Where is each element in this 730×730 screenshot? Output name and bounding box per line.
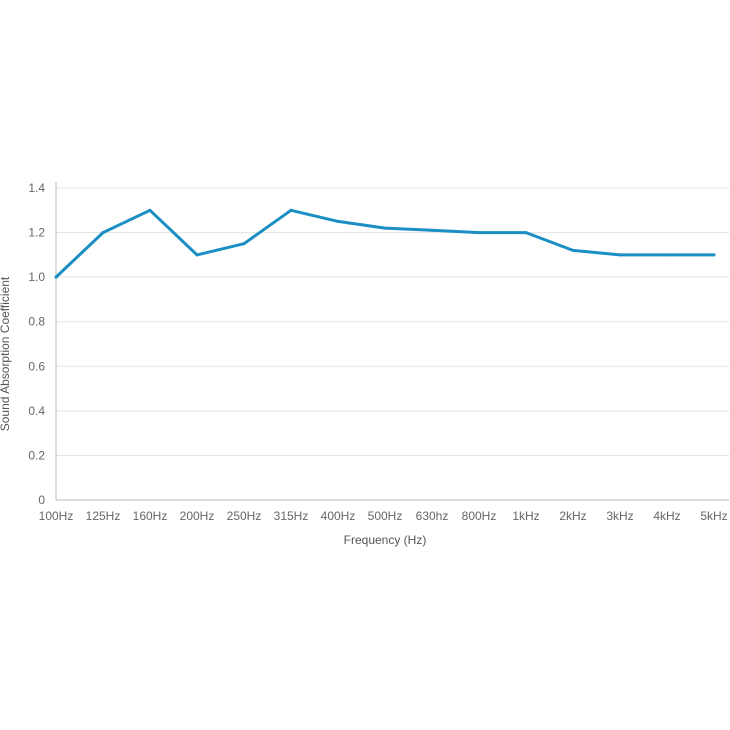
x-tick-label: 500Hz	[368, 509, 403, 523]
y-tick-label: 0.8	[28, 315, 45, 329]
y-tick-labels: 0 0.2 0.4 0.6 0.8 1.0 1.2 1.4	[28, 181, 45, 507]
x-tick-label: 315Hz	[274, 509, 309, 523]
x-tick-label: 630hz	[416, 509, 449, 523]
data-point	[289, 208, 293, 212]
data-point	[242, 242, 246, 246]
data-point	[430, 228, 434, 232]
y-tick-label: 0.6	[28, 359, 45, 373]
x-tick-label: 125Hz	[86, 509, 121, 523]
data-point	[336, 219, 340, 223]
x-tick-label: 250Hz	[227, 509, 262, 523]
data-point	[148, 208, 152, 212]
data-point	[618, 253, 622, 257]
y-tick-label: 0	[38, 493, 45, 507]
data-point	[54, 275, 58, 279]
data-point	[524, 231, 528, 235]
x-tick-label: 100Hz	[39, 509, 74, 523]
data-point	[383, 226, 387, 230]
y-tick-label: 1.0	[28, 270, 45, 284]
series-line	[54, 208, 716, 279]
data-point	[477, 231, 481, 235]
x-tick-label: 1kHz	[512, 509, 539, 523]
x-tick-label: 200Hz	[180, 509, 215, 523]
x-tick-labels: 100Hz 125Hz 160Hz 200Hz 250Hz 315Hz 400Hz 500Hz…	[39, 509, 728, 523]
y-tick-label: 0.4	[28, 404, 45, 418]
x-tick-label: 400Hz	[321, 509, 356, 523]
data-point	[195, 253, 199, 257]
x-tick-label: 800Hz	[462, 509, 497, 523]
x-tick-label: 3kHz	[606, 509, 633, 523]
series	[54, 208, 716, 279]
data-point	[101, 231, 105, 235]
y-axis-title: Sound Absorption Coefficient	[0, 276, 12, 431]
x-tick-label: 160Hz	[133, 509, 168, 523]
gridlines	[56, 187, 729, 456]
y-tick-label: 1.4	[28, 181, 45, 195]
data-point	[712, 253, 716, 257]
data-point	[571, 248, 575, 252]
x-axis-title: Frequency (Hz)	[344, 533, 427, 547]
y-tick-label: 1.2	[28, 226, 45, 240]
axes	[55, 182, 729, 501]
y-tick-label: 0.2	[28, 448, 45, 462]
x-tick-label: 2kHz	[559, 509, 586, 523]
x-tick-label: 4kHz	[653, 509, 680, 523]
data-point	[665, 253, 669, 257]
x-tick-label: 5kHz	[700, 509, 727, 523]
